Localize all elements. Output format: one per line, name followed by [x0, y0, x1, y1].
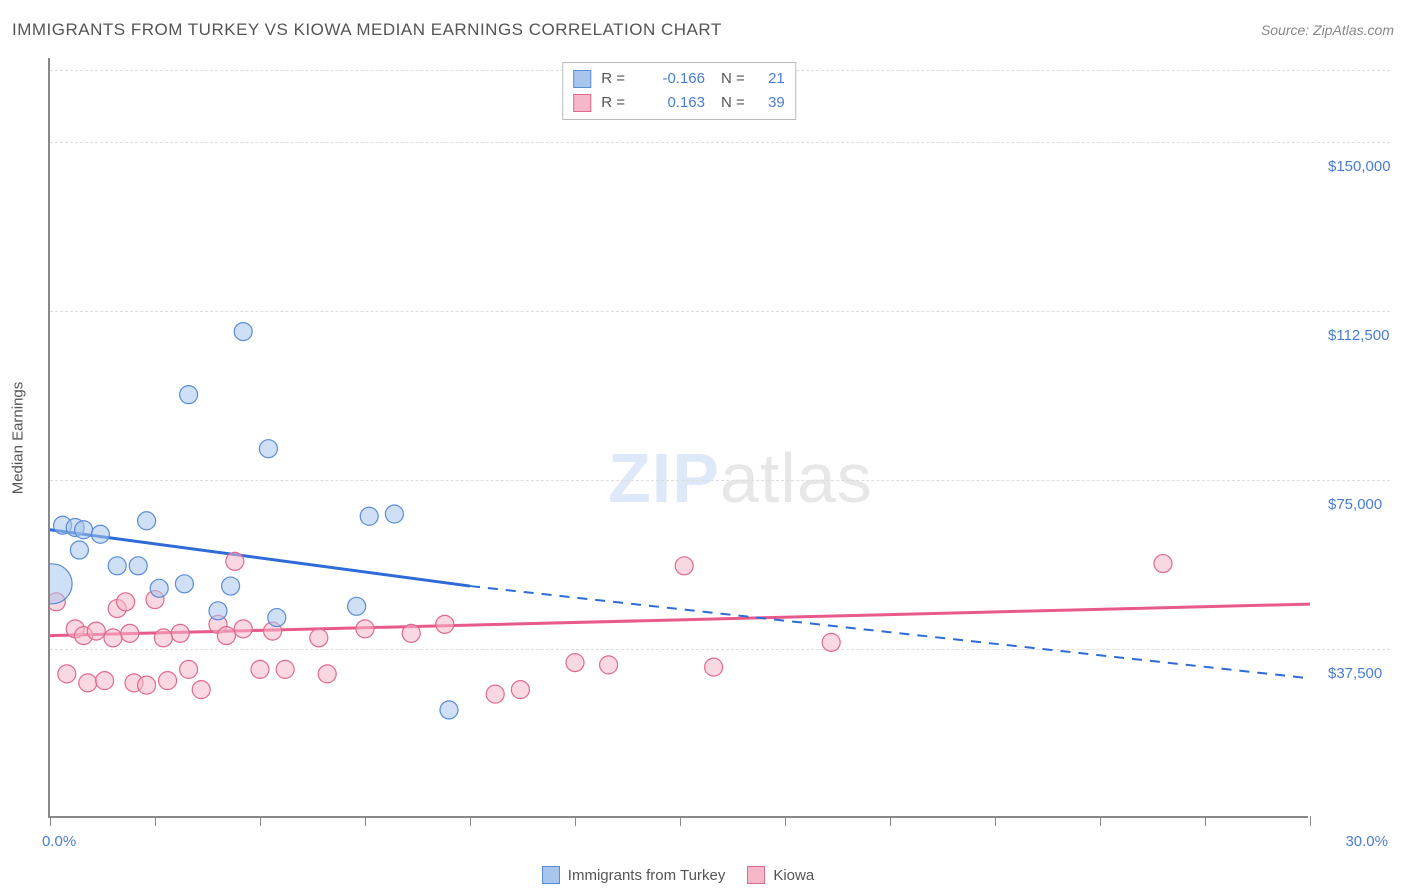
series-legend-label: Kiowa — [773, 867, 814, 884]
scatter-point-pink — [121, 624, 139, 642]
correlation-row: R = -0.166 N = 21 — [573, 67, 785, 91]
scatter-point-blue — [348, 597, 366, 615]
scatter-point-blue — [440, 701, 458, 719]
scatter-point-pink — [600, 656, 618, 674]
r-label: R = — [601, 67, 625, 91]
scatter-point-blue — [180, 386, 198, 404]
scatter-point-blue — [50, 564, 72, 604]
scatter-point-blue — [91, 525, 109, 543]
scatter-point-blue — [129, 557, 147, 575]
scatter-point-pink — [159, 672, 177, 690]
scatter-point-blue — [209, 602, 227, 620]
title-bar: IMMIGRANTS FROM TURKEY VS KIOWA MEDIAN E… — [12, 20, 1394, 40]
correlation-legend: R = -0.166 N = 21 R = 0.163 N = 39 — [562, 62, 796, 120]
scatter-point-pink — [486, 685, 504, 703]
scatter-svg — [50, 58, 1310, 818]
scatter-point-pink — [58, 665, 76, 683]
scatter-point-blue — [222, 577, 240, 595]
x-tick — [995, 816, 996, 826]
legend-swatch — [573, 70, 591, 88]
scatter-point-pink — [822, 633, 840, 651]
scatter-point-pink — [154, 629, 172, 647]
y-axis-label: Median Earnings — [10, 382, 27, 495]
plot-area: R = -0.166 N = 21 R = 0.163 N = 39 — [48, 58, 1308, 818]
scatter-point-blue — [70, 541, 88, 559]
r-value: 0.163 — [635, 91, 705, 115]
series-legend-label: Immigrants from Turkey — [568, 867, 726, 884]
scatter-point-pink — [234, 620, 252, 638]
chart-title: IMMIGRANTS FROM TURKEY VS KIOWA MEDIAN E… — [12, 20, 722, 40]
scatter-point-pink — [705, 658, 723, 676]
scatter-point-pink — [511, 681, 529, 699]
n-value: 21 — [755, 67, 785, 91]
source-label: Source: ZipAtlas.com — [1261, 22, 1394, 38]
scatter-point-pink — [217, 627, 235, 645]
scatter-point-pink — [117, 593, 135, 611]
scatter-point-pink — [566, 654, 584, 672]
y-tick-label: $75,000 — [1328, 496, 1382, 513]
x-tick — [575, 816, 576, 826]
series-legend: Immigrants from Turkey Kiowa — [48, 866, 1308, 884]
y-tick-label: $37,500 — [1328, 665, 1382, 682]
x-tick — [50, 816, 51, 826]
x-tick — [365, 816, 366, 826]
x-tick — [680, 816, 681, 826]
scatter-point-pink — [226, 552, 244, 570]
legend-swatch — [573, 94, 591, 112]
scatter-point-pink — [138, 676, 156, 694]
y-tick-label: $150,000 — [1328, 158, 1391, 175]
legend-swatch — [542, 866, 560, 884]
x-tick — [1100, 816, 1101, 826]
scatter-point-pink — [171, 624, 189, 642]
scatter-point-blue — [234, 323, 252, 341]
scatter-point-pink — [180, 660, 198, 678]
scatter-point-pink — [318, 665, 336, 683]
scatter-point-pink — [192, 681, 210, 699]
scatter-point-blue — [360, 507, 378, 525]
scatter-point-pink — [675, 557, 693, 575]
x-tick — [155, 816, 156, 826]
x-tick — [260, 816, 261, 826]
scatter-point-blue — [150, 579, 168, 597]
correlation-row: R = 0.163 N = 39 — [573, 91, 785, 115]
scatter-point-blue — [259, 440, 277, 458]
scatter-point-pink — [436, 615, 454, 633]
scatter-point-blue — [175, 575, 193, 593]
plot-container: ZIPatlas R =-0.166N =21R =0.163N =39 Med… — [48, 58, 1308, 818]
scatter-point-pink — [310, 629, 328, 647]
x-tick — [1310, 816, 1311, 826]
trendline-blue-dashed — [470, 586, 1310, 678]
legend-swatch — [747, 866, 765, 884]
scatter-point-pink — [251, 660, 269, 678]
scatter-point-pink — [1154, 555, 1172, 573]
r-value: -0.166 — [635, 67, 705, 91]
n-label: N = — [721, 67, 745, 91]
x-tick — [1205, 816, 1206, 826]
y-tick-label: $112,500 — [1328, 327, 1389, 344]
x-max-label: 30.0% — [1345, 833, 1388, 850]
scatter-point-pink — [96, 672, 114, 690]
scatter-point-pink — [276, 660, 294, 678]
scatter-point-pink — [104, 629, 122, 647]
x-min-label: 0.0% — [42, 833, 76, 850]
n-value: 39 — [755, 91, 785, 115]
x-tick — [890, 816, 891, 826]
scatter-point-blue — [385, 505, 403, 523]
scatter-point-pink — [356, 620, 374, 638]
series-legend-item: Immigrants from Turkey — [542, 866, 726, 884]
scatter-point-pink — [79, 674, 97, 692]
scatter-point-blue — [75, 521, 93, 539]
scatter-point-blue — [268, 609, 286, 627]
scatter-point-pink — [87, 622, 105, 640]
x-tick — [785, 816, 786, 826]
n-label: N = — [721, 91, 745, 115]
scatter-point-blue — [108, 557, 126, 575]
series-legend-item: Kiowa — [747, 866, 814, 884]
r-label: R = — [601, 91, 625, 115]
scatter-point-blue — [138, 512, 156, 530]
scatter-point-pink — [402, 624, 420, 642]
x-tick — [470, 816, 471, 826]
